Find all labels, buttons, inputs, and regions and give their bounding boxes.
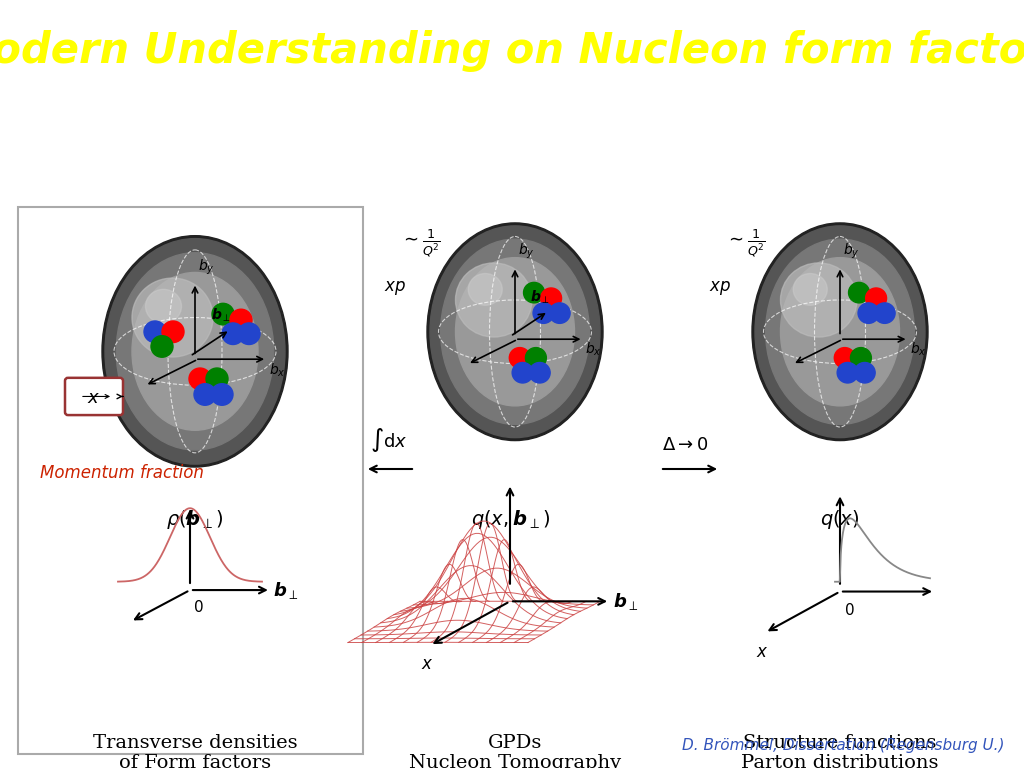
Text: $b_y$: $b_y$ xyxy=(518,242,535,261)
Circle shape xyxy=(858,303,879,323)
Circle shape xyxy=(151,336,173,357)
Text: $\boldsymbol{b}_\perp$: $\boldsymbol{b}_\perp$ xyxy=(613,591,639,612)
Circle shape xyxy=(206,368,228,389)
Ellipse shape xyxy=(132,278,213,357)
Text: Structure functions
Parton distributions: Structure functions Parton distributions xyxy=(741,733,939,768)
Ellipse shape xyxy=(468,273,502,306)
Ellipse shape xyxy=(102,236,288,467)
Text: $x$: $x$ xyxy=(756,643,768,660)
Circle shape xyxy=(865,288,887,309)
Text: $xp$: $xp$ xyxy=(384,279,407,296)
Text: $x$: $x$ xyxy=(421,655,433,674)
Circle shape xyxy=(835,348,855,368)
Text: $\Delta{\to}0$: $\Delta{\to}0$ xyxy=(662,436,709,455)
Ellipse shape xyxy=(105,239,285,464)
Text: $\boldsymbol{b}_\perp$: $\boldsymbol{b}_\perp$ xyxy=(273,580,299,601)
Text: $b_x$: $b_x$ xyxy=(910,341,927,359)
Text: $\sim\frac{1}{Q^2}$: $\sim\frac{1}{Q^2}$ xyxy=(725,228,765,260)
Circle shape xyxy=(874,303,895,323)
Circle shape xyxy=(849,283,869,303)
Text: $\boldsymbol{b}_\perp$: $\boldsymbol{b}_\perp$ xyxy=(211,306,231,324)
Circle shape xyxy=(238,323,260,345)
Text: Modern Understanding on Nucleon form factors: Modern Understanding on Nucleon form fac… xyxy=(0,30,1024,71)
Text: $\rho(\boldsymbol{b}_\perp)$: $\rho(\boldsymbol{b}_\perp)$ xyxy=(166,508,223,531)
Circle shape xyxy=(144,321,166,343)
Circle shape xyxy=(189,368,211,389)
Text: $\boldsymbol{b}_\perp$: $\boldsymbol{b}_\perp$ xyxy=(530,288,551,306)
Circle shape xyxy=(838,362,858,383)
Ellipse shape xyxy=(794,273,827,306)
Text: $b_y$: $b_y$ xyxy=(843,242,860,261)
Circle shape xyxy=(162,321,184,343)
Circle shape xyxy=(230,310,252,331)
Ellipse shape xyxy=(132,273,258,430)
Text: $\int\mathrm{d}x$: $\int\mathrm{d}x$ xyxy=(370,426,408,455)
Text: D. Brömmel, Dissertation (Regensburg U.): D. Brömmel, Dissertation (Regensburg U.) xyxy=(683,738,1005,753)
Bar xyxy=(18,207,362,754)
Circle shape xyxy=(523,283,545,303)
FancyBboxPatch shape xyxy=(65,378,123,415)
Text: Transverse densities
of Form factors: Transverse densities of Form factors xyxy=(93,733,297,768)
Ellipse shape xyxy=(440,239,590,425)
Text: $x$: $x$ xyxy=(87,389,100,407)
Circle shape xyxy=(541,288,561,309)
Circle shape xyxy=(512,362,534,383)
Text: $q(x)$: $q(x)$ xyxy=(820,508,860,531)
Ellipse shape xyxy=(430,226,600,438)
Text: $\sim\frac{1}{Q^2}$: $\sim\frac{1}{Q^2}$ xyxy=(399,228,440,260)
Ellipse shape xyxy=(780,257,899,406)
Circle shape xyxy=(529,362,550,383)
Ellipse shape xyxy=(427,223,603,441)
Ellipse shape xyxy=(755,226,925,438)
Ellipse shape xyxy=(752,223,928,441)
Ellipse shape xyxy=(145,290,181,323)
Circle shape xyxy=(851,348,871,368)
Circle shape xyxy=(509,348,530,368)
Ellipse shape xyxy=(780,263,857,337)
Text: $b_y$: $b_y$ xyxy=(198,257,215,276)
Text: 0: 0 xyxy=(845,604,855,618)
Circle shape xyxy=(534,303,554,323)
Ellipse shape xyxy=(117,253,273,450)
Circle shape xyxy=(211,384,233,406)
Circle shape xyxy=(212,303,234,325)
Circle shape xyxy=(222,323,244,345)
Ellipse shape xyxy=(766,239,914,425)
Text: $q(x,\boldsymbol{b}_\perp)$: $q(x,\boldsymbol{b}_\perp)$ xyxy=(470,508,550,531)
Text: $b_x$: $b_x$ xyxy=(269,361,286,379)
Ellipse shape xyxy=(456,257,574,406)
Text: Momentum fraction: Momentum fraction xyxy=(40,464,204,482)
Text: $b_x$: $b_x$ xyxy=(586,341,602,359)
Circle shape xyxy=(854,362,876,383)
Circle shape xyxy=(549,303,570,323)
Text: 0: 0 xyxy=(194,600,204,615)
Circle shape xyxy=(525,348,547,368)
Ellipse shape xyxy=(456,263,532,337)
Text: $xp$: $xp$ xyxy=(709,279,731,296)
Text: GPDs
Nucleon Tomography: GPDs Nucleon Tomography xyxy=(409,733,622,768)
Circle shape xyxy=(194,384,216,406)
